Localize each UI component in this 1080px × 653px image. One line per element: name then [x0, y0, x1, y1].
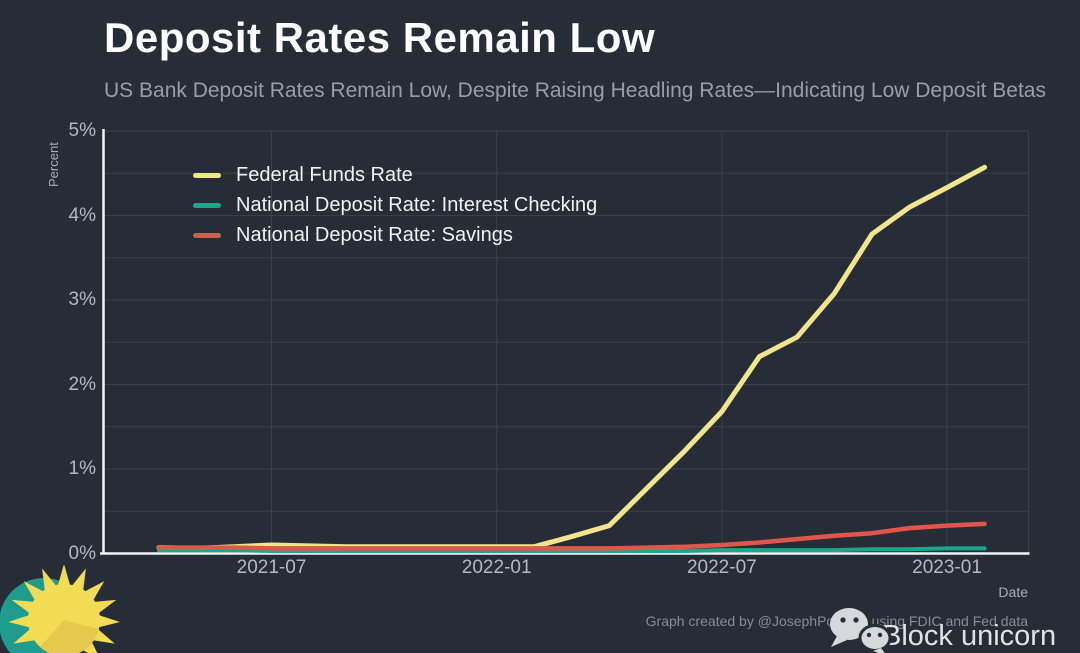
- series-line-3: [156, 521, 987, 551]
- series-line-2: [156, 546, 987, 553]
- x-axis-title: Date: [998, 584, 1028, 600]
- wechat-eye: [853, 617, 859, 623]
- legend-label: National Deposit Rate: Savings: [236, 223, 513, 246]
- wechat-small-bubble-tail: [873, 648, 885, 653]
- legend-item: National Deposit Rate: Savings: [193, 220, 597, 250]
- legend-label: Federal Funds Rate: [236, 163, 413, 186]
- chart-title: Deposit Rates Remain Low: [104, 14, 656, 61]
- x-tick-label: 2021-07: [236, 557, 307, 578]
- legend-item: National Deposit Rate: Interest Checking: [193, 190, 597, 220]
- legend-swatch: [193, 202, 221, 208]
- sun-shade-wedge: [40, 620, 99, 653]
- x-tick-label: 2023-01: [912, 557, 982, 578]
- sun-logo-icon: [0, 565, 120, 653]
- chart-legend: Federal Funds Rate National Deposit Rate:…: [193, 160, 597, 250]
- wechat-eye: [877, 632, 883, 638]
- y-tick-label: 5%: [68, 120, 96, 141]
- x-tick-label: 2022-07: [686, 557, 757, 578]
- wechat-big-bubble: [830, 608, 868, 640]
- legend-swatch: [193, 172, 221, 178]
- wechat-icon: [830, 608, 892, 653]
- wechat-small-bubble: [858, 624, 892, 652]
- legend-swatch: [193, 232, 221, 238]
- wechat-eye: [840, 617, 846, 623]
- legend-item: Federal Funds Rate: [193, 160, 597, 190]
- x-tick-label: 2022-01: [461, 557, 532, 578]
- wechat-big-bubble-tail: [831, 636, 847, 647]
- legend-label: National Deposit Rate: Interest Checking: [236, 193, 598, 216]
- brand-name: Block unicorn: [882, 620, 1057, 652]
- chart-subtitle: US Bank Deposit Rates Remain Low, Despit…: [104, 79, 1046, 102]
- wechat-eye: [866, 632, 872, 638]
- y-tick-label: 1%: [68, 458, 96, 479]
- y-tick-label: 4%: [68, 204, 96, 226]
- y-axis-title: Percent: [46, 142, 61, 187]
- y-tick-label: 3%: [68, 289, 96, 310]
- y-tick-label: 0%: [68, 542, 96, 564]
- y-tick-label: 2%: [68, 373, 96, 395]
